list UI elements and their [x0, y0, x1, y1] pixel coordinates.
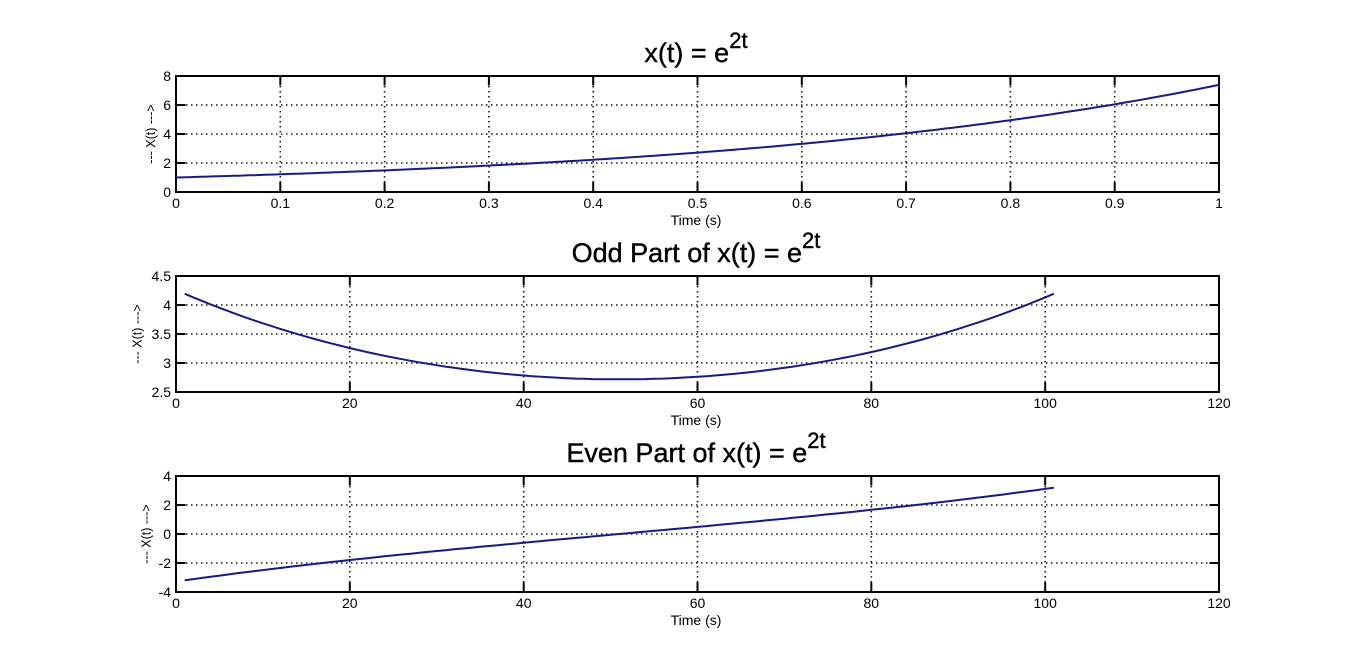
svg-text:4.5: 4.5 [152, 268, 172, 284]
svg-text:Time (s): Time (s) [671, 612, 722, 628]
svg-text:40: 40 [516, 595, 532, 611]
svg-text:4: 4 [163, 468, 171, 484]
svg-text:100: 100 [1034, 395, 1058, 411]
svg-text:0.3: 0.3 [479, 195, 499, 211]
svg-text:0.6: 0.6 [792, 195, 812, 211]
svg-text:4: 4 [163, 126, 171, 142]
svg-text:-4: -4 [159, 584, 172, 600]
svg-text:120: 120 [1207, 395, 1231, 411]
svg-text:0: 0 [163, 184, 171, 200]
svg-text:3.5: 3.5 [152, 326, 172, 342]
svg-text:0.2: 0.2 [375, 195, 395, 211]
svg-text:60: 60 [690, 395, 706, 411]
svg-text:60: 60 [690, 595, 706, 611]
svg-text:Time (s): Time (s) [671, 412, 722, 428]
svg-text:0.9: 0.9 [1105, 195, 1125, 211]
svg-text:20: 20 [342, 395, 358, 411]
svg-text:100: 100 [1034, 595, 1058, 611]
svg-text:0: 0 [163, 526, 171, 542]
svg-text:0: 0 [172, 595, 180, 611]
svg-text:--- X(t) --->: --- X(t) ---> [131, 304, 145, 363]
svg-text:0.1: 0.1 [271, 195, 291, 211]
svg-text:--- X(t) --->: --- X(t) ---> [140, 504, 154, 563]
svg-text:8: 8 [163, 68, 171, 84]
svg-text:2: 2 [163, 497, 171, 513]
svg-text:0.4: 0.4 [583, 195, 603, 211]
svg-text:2.5: 2.5 [152, 384, 172, 400]
svg-text:--- X(t) --->: --- X(t) ---> [144, 104, 158, 163]
svg-text:120: 120 [1207, 595, 1231, 611]
svg-text:1: 1 [1215, 195, 1223, 211]
svg-text:0: 0 [172, 195, 180, 211]
svg-text:4: 4 [163, 297, 171, 313]
svg-text:Time (s): Time (s) [671, 212, 722, 228]
svg-text:0: 0 [172, 395, 180, 411]
svg-text:80: 80 [864, 395, 880, 411]
svg-text:3: 3 [163, 355, 171, 371]
svg-text:40: 40 [516, 395, 532, 411]
svg-text:0.8: 0.8 [1001, 195, 1021, 211]
svg-text:0.7: 0.7 [896, 195, 916, 211]
svg-text:-2: -2 [159, 555, 172, 571]
svg-text:2: 2 [163, 155, 171, 171]
svg-text:0.5: 0.5 [688, 195, 708, 211]
svg-text:6: 6 [163, 97, 171, 113]
svg-text:20: 20 [342, 595, 358, 611]
svg-text:80: 80 [864, 595, 880, 611]
